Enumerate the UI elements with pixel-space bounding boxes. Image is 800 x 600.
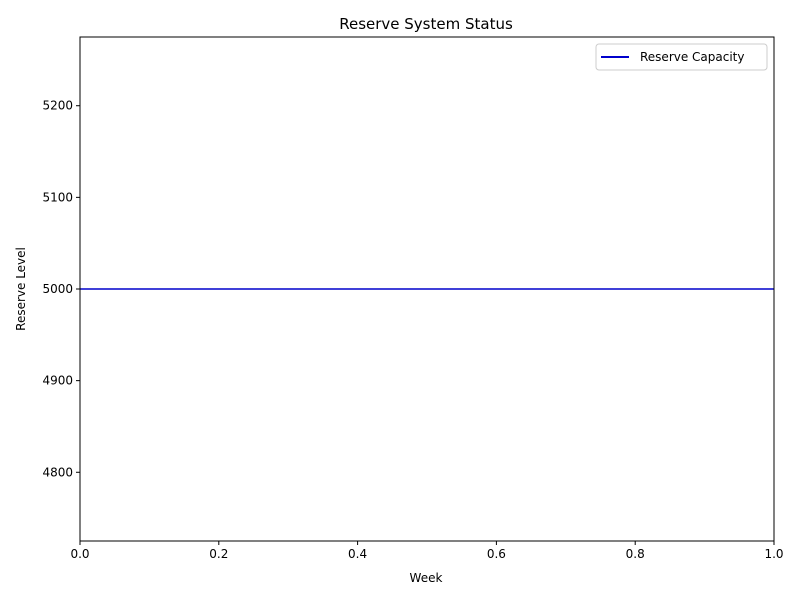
y-axis-label: Reserve Level xyxy=(14,247,28,331)
y-tick-label: 5100 xyxy=(42,190,73,204)
x-axis-ticks: 0.0 0.2 0.4 0.6 0.8 1.0 xyxy=(70,541,784,561)
y-tick-label: 5200 xyxy=(42,99,73,113)
y-axis-ticks: 4800 4900 5000 5100 5200 xyxy=(42,99,80,479)
x-tick-label: 0.2 xyxy=(209,547,228,561)
x-axis-label: Week xyxy=(410,571,443,585)
y-tick-label: 4900 xyxy=(42,374,73,388)
x-tick-label: 0.4 xyxy=(348,547,367,561)
x-tick-label: 0.6 xyxy=(487,547,506,561)
legend-box xyxy=(595,43,768,71)
y-tick-label: 5000 xyxy=(42,282,73,296)
x-tick-label: 0.8 xyxy=(626,547,645,561)
chart-title: Reserve System Status xyxy=(339,15,513,33)
legend-label-reserve-capacity: Reserve Capacity xyxy=(640,50,745,64)
legend: Reserve Capacity xyxy=(595,43,768,71)
x-tick-label: 1.0 xyxy=(764,547,783,561)
y-tick-label: 4800 xyxy=(42,465,73,479)
x-tick-label: 0.0 xyxy=(70,547,89,561)
